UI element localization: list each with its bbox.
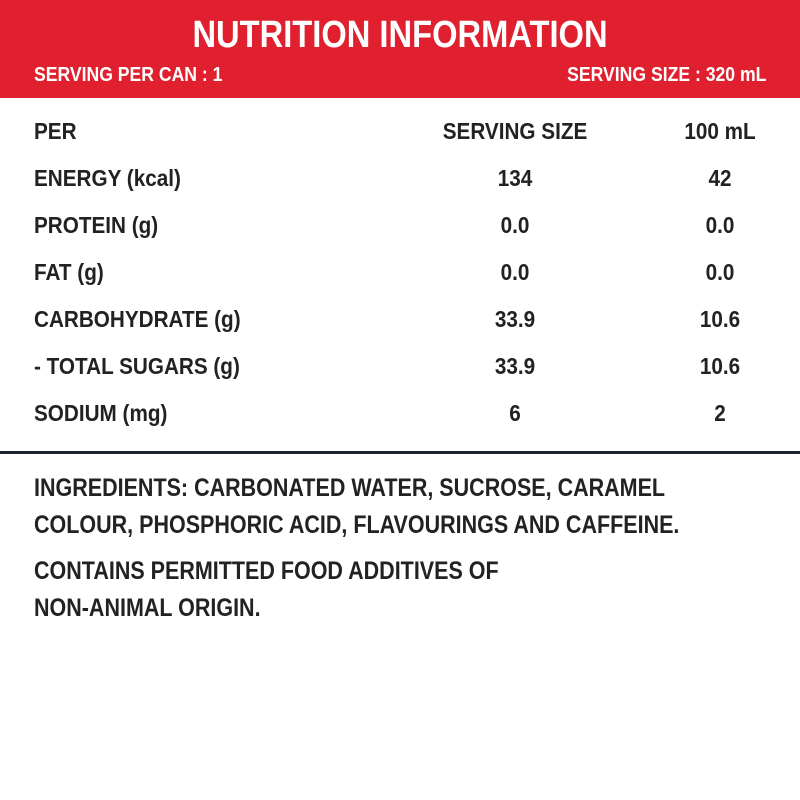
table-row: ENERGY (kcal) 134 42: [0, 155, 800, 202]
table-row: - TOTAL SUGARS (g) 33.9 10.6: [0, 343, 800, 390]
column-header-100ml: 100 mL: [684, 118, 756, 144]
serving-value: 134: [497, 165, 533, 191]
serving-per-can: SERVING PER CAN : 1: [34, 64, 223, 86]
ingredients-line-1: INGREDIENTS: CARBONATED WATER, SUCROSE, …: [34, 474, 666, 502]
ingredients-line-2: COLOUR, PHOSPHORIC ACID, FLAVOURINGS AND…: [34, 511, 680, 539]
nutrient-label: CARBOHYDRATE (g): [34, 306, 241, 332]
serving-size: SERVING SIZE : 320 mL: [566, 64, 766, 86]
ingredients-text: INGREDIENTS: CARBONATED WATER, SUCROSE, …: [34, 470, 791, 544]
page-title: NUTRITION INFORMATION: [192, 14, 608, 56]
nutrient-label: SODIUM (mg): [34, 400, 168, 426]
serving-value: 0.0: [500, 212, 530, 238]
table-row: SODIUM (mg) 6 2: [0, 390, 800, 437]
table-header-row: PER SERVING SIZE 100 mL: [0, 108, 800, 155]
per-100ml-value: 10.6: [699, 306, 741, 332]
table-row: PROTEIN (g) 0.0 0.0: [0, 202, 800, 249]
column-header-per: PER: [34, 118, 77, 144]
serving-value: 0.0: [500, 259, 530, 285]
per-100ml-value: 0.0: [705, 259, 735, 285]
nutrient-label: ENERGY (kcal): [34, 165, 181, 191]
per-100ml-value: 10.6: [699, 353, 741, 379]
section-divider: [0, 451, 800, 454]
serving-value: 6: [509, 400, 521, 426]
per-100ml-value: 0.0: [705, 212, 735, 238]
nutrient-label: PROTEIN (g): [34, 212, 159, 238]
table-row: FAT (g) 0.0 0.0: [0, 249, 800, 296]
nutrition-table: PER SERVING SIZE 100 mL ENERGY (kcal) 13…: [0, 108, 800, 437]
serving-value: 33.9: [494, 353, 536, 379]
nutrient-label: FAT (g): [34, 259, 104, 285]
column-header-serving-size: SERVING SIZE: [442, 118, 588, 144]
notice-line-1: CONTAINS PERMITTED FOOD ADDITIVES OF: [34, 557, 499, 585]
nutrition-header: NUTRITION INFORMATION SERVING PER CAN : …: [0, 0, 800, 98]
table-row: CARBOHYDRATE (g) 33.9 10.6: [0, 296, 800, 343]
additives-notice: CONTAINS PERMITTED FOOD ADDITIVES OF NON…: [34, 553, 653, 627]
per-100ml-value: 42: [708, 165, 732, 191]
notice-line-2: NON-ANIMAL ORIGIN.: [34, 594, 261, 622]
per-100ml-value: 2: [714, 400, 726, 426]
serving-value: 33.9: [494, 306, 536, 332]
nutrient-label: - TOTAL SUGARS (g): [34, 353, 240, 379]
